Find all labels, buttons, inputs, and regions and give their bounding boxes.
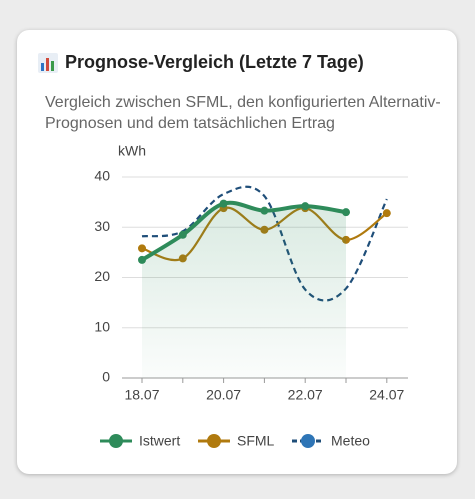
legend-label: Istwert — [139, 433, 180, 449]
legend-marker — [301, 434, 315, 448]
y-tick-label: 10 — [94, 318, 110, 334]
x-tick-label: 24.07 — [369, 387, 404, 403]
x-tick-label: 22.07 — [288, 387, 323, 403]
legend-marker — [207, 434, 221, 448]
point — [138, 244, 146, 253]
area — [142, 202, 346, 378]
legend-item: SFML — [198, 433, 275, 449]
point — [178, 230, 187, 239]
y-tick-label: 30 — [94, 218, 110, 234]
legend-label: Meteo — [331, 433, 370, 449]
y-tick-label: 40 — [94, 168, 110, 184]
point — [219, 199, 228, 208]
legend-item: Istwert — [100, 433, 180, 449]
legend-label: SFML — [237, 433, 275, 449]
y-tick-label: 0 — [102, 369, 110, 385]
point — [260, 206, 269, 215]
point — [138, 255, 146, 264]
y-axis-label: kWh — [118, 143, 146, 159]
point — [382, 209, 391, 218]
point — [301, 202, 310, 211]
x-tick-label: 18.07 — [124, 387, 159, 403]
chart-icon — [38, 53, 58, 73]
y-tick-label: 20 — [94, 268, 110, 284]
card-title: Prognose-Vergleich (Letzte 7 Tage) — [65, 52, 364, 72]
legend-item: Meteo — [292, 433, 370, 449]
card-subtitle: Vergleich zwischen SFML, den konfigurier… — [45, 94, 441, 132]
x-tick-label: 20.07 — [206, 387, 241, 403]
point — [342, 208, 350, 217]
legend-marker — [109, 434, 123, 448]
